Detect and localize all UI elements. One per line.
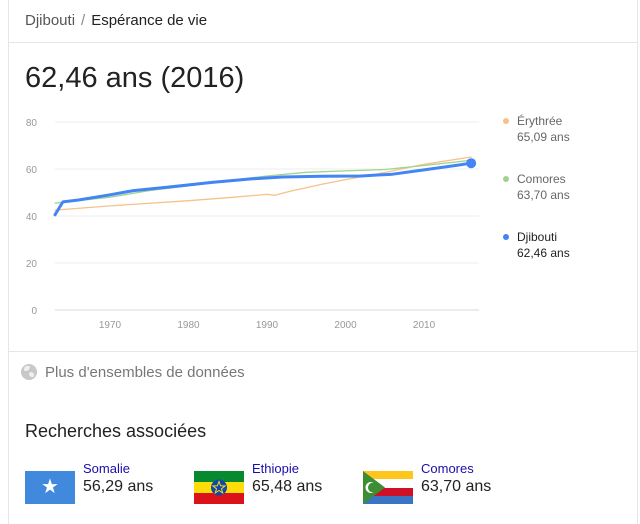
y-tick-label: 0 bbox=[31, 306, 37, 317]
y-tick-label: 40 bbox=[26, 212, 38, 223]
related-item-value: 65,48 ans bbox=[252, 478, 323, 495]
headline-value: 62,46 ans (2016) bbox=[25, 62, 245, 94]
y-axis-ticks: 0 20 40 60 80 bbox=[26, 118, 38, 317]
comoros-flag-icon bbox=[363, 471, 413, 504]
breadcrumb: Djibouti / Espérance de vie bbox=[25, 12, 207, 29]
more-datasets-link[interactable]: Plus d'ensembles de données bbox=[21, 364, 245, 381]
chart-grid bbox=[55, 121, 479, 311]
y-tick-label: 60 bbox=[26, 165, 38, 176]
breadcrumb-separator: / bbox=[81, 12, 86, 29]
x-tick-label: 1970 bbox=[99, 320, 122, 331]
somalia-flag-icon: ★ bbox=[25, 471, 75, 504]
breadcrumb-country[interactable]: Djibouti bbox=[25, 12, 76, 29]
legend-dot-djibouti bbox=[503, 234, 509, 240]
x-tick-label: 2000 bbox=[334, 320, 357, 331]
breadcrumb-indicator: Espérance de vie bbox=[91, 12, 208, 29]
related-item-value: 63,70 ans bbox=[421, 478, 492, 495]
section-divider bbox=[9, 351, 637, 352]
ethiopia-flag-icon bbox=[194, 471, 244, 504]
legend-name: Érythrée bbox=[517, 114, 563, 128]
series-line-érythrée[interactable] bbox=[54, 156, 472, 211]
related-item-value: 56,29 ans bbox=[83, 478, 154, 495]
related-item-name[interactable]: Ethiopie bbox=[252, 461, 299, 476]
more-datasets-label: Plus d'ensembles de données bbox=[45, 364, 245, 381]
legend-value: 62,46 ans bbox=[517, 246, 570, 260]
related-item-name[interactable]: Somalie bbox=[83, 461, 130, 476]
life-expectancy-chart[interactable]: 0 20 40 60 80 1970 1980 1990 2000 2010 bbox=[9, 110, 499, 345]
y-tick-label: 80 bbox=[26, 118, 38, 129]
y-tick-label: 20 bbox=[26, 259, 38, 270]
legend-dot-comores bbox=[503, 176, 509, 182]
header-divider bbox=[9, 42, 637, 43]
legend-name: Comores bbox=[517, 172, 566, 186]
series-line-comores[interactable] bbox=[54, 159, 472, 204]
related-item-name[interactable]: Comores bbox=[421, 461, 474, 476]
legend-value: 63,70 ans bbox=[517, 188, 570, 202]
globe-icon bbox=[21, 364, 37, 380]
legend-dot-erythree bbox=[503, 118, 509, 124]
series-line-djibouti[interactable] bbox=[53, 161, 473, 217]
x-axis-ticks: 1970 1980 1990 2000 2010 bbox=[99, 320, 436, 331]
knowledge-card: Djibouti / Espérance de vie 62,46 ans (201… bbox=[8, 0, 638, 524]
legend-value: 65,09 ans bbox=[517, 130, 570, 144]
legend-name: Djibouti bbox=[517, 230, 558, 244]
chart-series-lines bbox=[53, 156, 477, 217]
x-tick-label: 1980 bbox=[177, 320, 200, 331]
x-tick-label: 1990 bbox=[256, 320, 279, 331]
x-tick-label: 2010 bbox=[413, 320, 436, 331]
related-searches-title: Recherches associées bbox=[25, 421, 207, 441]
series-end-point[interactable] bbox=[466, 158, 477, 169]
